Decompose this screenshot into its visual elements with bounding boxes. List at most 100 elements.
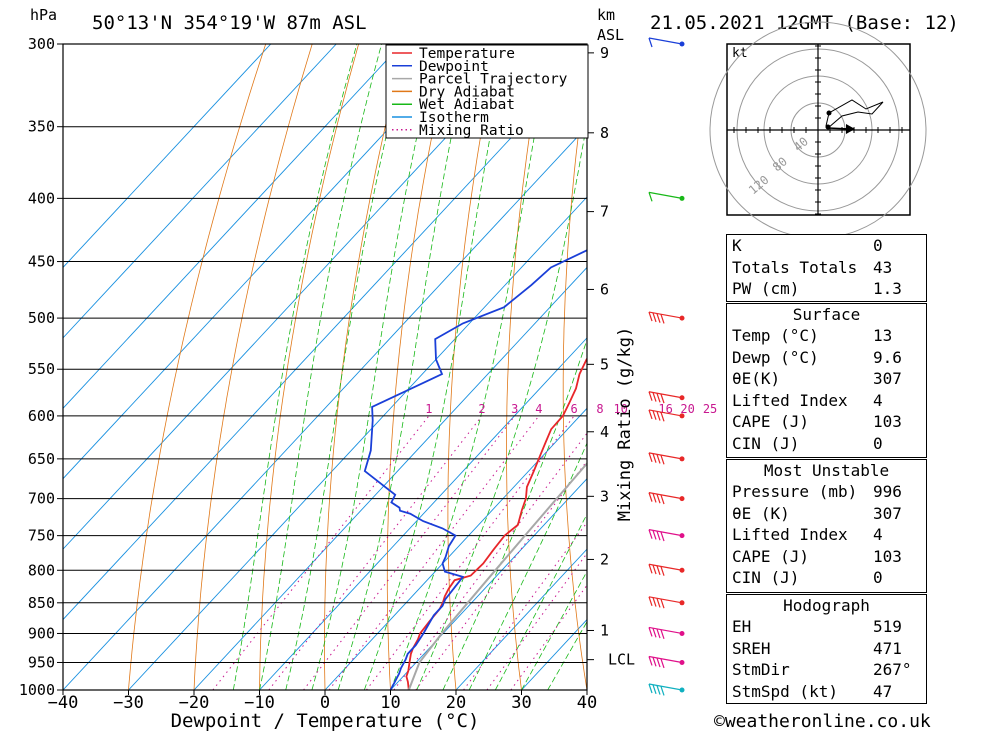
wind-barb-feather	[652, 564, 657, 575]
pressure-tick-label: 900	[28, 624, 55, 642]
wind-barb-feather	[652, 410, 657, 420]
wind-barb-feather	[660, 629, 665, 640]
surface-index-value: 103	[873, 412, 902, 431]
wind-barb-shaft	[648, 596, 683, 604]
x-axis-title: Dewpoint / Temperature (°C)	[171, 710, 480, 732]
wind-barb-feather	[648, 37, 653, 48]
mixing-ratio-line	[510, 584, 587, 690]
pressure-tick-label: 950	[28, 653, 55, 671]
indices-surface-table: Surface Temp (°C) 13 Dewp (°C) 9.6 θE(K) 307 L…	[726, 303, 927, 458]
wet-adiabat-line	[521, 570, 587, 690]
dry-adiabat-line	[447, 44, 499, 690]
mixing-ratio-label: 2	[478, 402, 485, 416]
isotherm-line	[63, 44, 272, 269]
mixing-ratio-line	[393, 432, 587, 690]
mixing-ratio-line	[415, 460, 587, 690]
isotherm-line	[63, 44, 403, 409]
wind-barb-feather	[660, 658, 665, 669]
surface-index-label: CAPE (J)	[732, 412, 810, 431]
index-row: Totals Totals 43	[727, 257, 926, 279]
height-tick-label: 1	[600, 621, 609, 639]
unstable-index-row: CAPE (J) 103	[727, 546, 926, 568]
wind-barb-shaft	[648, 529, 683, 537]
wind-barb-feather	[660, 599, 665, 609]
wind-barb-feather	[648, 311, 653, 322]
wind-barb-feather	[660, 566, 665, 576]
wind-barb-feather	[660, 455, 665, 465]
surface-index-value: 4	[873, 390, 883, 410]
mixing-ratio-label: 6	[571, 402, 578, 416]
surface-index-value: 307	[873, 369, 902, 388]
temperature-tick-label: 10	[380, 693, 400, 713]
temperature-tick-label: −10	[244, 693, 275, 713]
unstable-index-label: Lifted Index	[732, 525, 848, 544]
unstable-index-value: 307	[873, 503, 902, 523]
pressure-tick-label: 850	[28, 594, 55, 612]
unstable-index-label: θE (K)	[732, 503, 790, 523]
wind-barb-shaft	[648, 626, 683, 635]
index-value: 0	[873, 236, 883, 255]
wind-barb-shaft	[648, 492, 683, 500]
legend-box	[385, 44, 589, 139]
dry-adiabat-line	[259, 44, 359, 690]
wind-barb-feather	[656, 685, 661, 695]
wind-barb-feather	[656, 657, 661, 668]
temperature-tick-label: 40	[577, 693, 597, 713]
wet-adiabat-line	[494, 513, 587, 690]
pressure-tick-label: 600	[28, 407, 55, 425]
temperature-tick-label: −20	[179, 693, 210, 713]
pressure-tick-label: 750	[28, 527, 55, 545]
wind-barb-shaft	[648, 37, 683, 45]
legend-label: Temperature	[419, 46, 515, 62]
wind-barb-feather	[652, 684, 657, 694]
indices-unstable-table: Most Unstable Pressure (mb) 996 θE (K) 307 L…	[726, 459, 927, 593]
unstable-title: Most Unstable	[763, 461, 890, 480]
unstable-index-row: Pressure (mb) 996	[727, 481, 926, 503]
unstable-index-label: CAPE (J)	[732, 546, 810, 566]
pressure-tick-label: 700	[28, 490, 55, 508]
dry-adiabat-line	[193, 44, 313, 690]
wet-adiabat-line	[285, 44, 409, 690]
surface-index-row: Temp (°C) 13	[727, 325, 926, 347]
unstable-index-value: 4	[873, 525, 883, 544]
surface-index-row: CIN (J) 0	[727, 433, 926, 455]
hodograph-index-label: SREH	[732, 638, 771, 658]
index-value: 43	[873, 257, 893, 277]
unstable-index-label: CIN (J)	[732, 568, 800, 587]
legend-label: Isotherm	[419, 110, 489, 126]
mixing-ratio-label: 3	[511, 402, 518, 416]
isotherm-line	[259, 337, 587, 690]
wind-barb-shaft	[648, 409, 683, 417]
surface-index-label: Lifted Index	[732, 390, 848, 410]
unstable-index-value: 103	[873, 546, 902, 566]
wind-barb-feather	[652, 597, 657, 607]
pressure-tick-label: 450	[28, 253, 55, 271]
wet-adiabat-line	[468, 442, 587, 690]
hodograph-index-value: 519	[873, 617, 902, 636]
isotherm-line	[455, 548, 587, 690]
wind-barb-shaft	[648, 683, 683, 691]
mixing-ratio-label: 4	[535, 402, 542, 416]
lcl-label: LCL	[608, 651, 635, 669]
indices-hodograph-table: Hodograph EH 519 SREH 471 StmDir 267° StmSpd (…	[726, 594, 927, 704]
hodograph-table-title: Hodograph	[783, 596, 870, 615]
temperature-axis: −40 −30 −20 −10 0 10 20 30 40	[48, 690, 597, 713]
mixing-ratio-line	[365, 415, 575, 690]
wind-barb-feather	[652, 657, 657, 667]
wind-barb-feather	[648, 627, 653, 637]
wind-barb-feather	[656, 454, 661, 464]
wind-barb-feather	[656, 565, 661, 576]
hodograph-point	[826, 110, 832, 116]
temperature-tick-label: 0	[320, 693, 330, 713]
wet-adiabat-line	[363, 44, 509, 690]
wind-barb-shaft	[648, 452, 683, 460]
isotherm-line	[390, 478, 587, 690]
height-tick-label: 3	[600, 487, 609, 505]
pressure-tick-label: 350	[28, 118, 55, 136]
wind-barb-feather	[656, 411, 661, 421]
wind-barb-shaft	[648, 655, 683, 664]
mixing-ratio-line	[303, 415, 516, 690]
pressure-tick-label: 550	[28, 360, 55, 378]
